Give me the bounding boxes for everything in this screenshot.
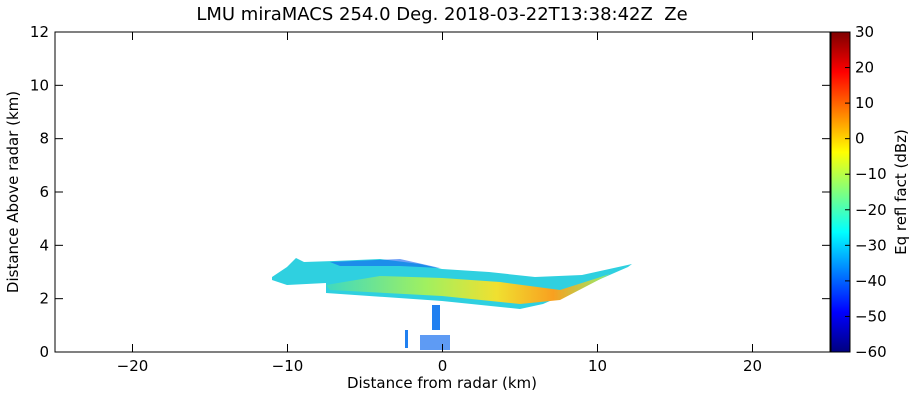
echo bbox=[272, 258, 632, 350]
echo-top bbox=[330, 259, 440, 268]
echo-speck bbox=[420, 335, 450, 350]
colorbar-tick-label: −60 bbox=[855, 343, 887, 361]
colorbar-tick-label: −40 bbox=[855, 272, 887, 290]
chart-title: LMU miraMACS 254.0 Deg. 2018-03-22T13:38… bbox=[196, 4, 687, 25]
x-tick-label: −10 bbox=[272, 357, 304, 375]
y-tick-label: 0 bbox=[39, 343, 49, 361]
colorbar-tick-label: −30 bbox=[855, 236, 887, 254]
x-tick-label: 20 bbox=[743, 357, 762, 375]
colorbar-tick-label: −10 bbox=[855, 165, 887, 183]
colorbar-tick-label: 10 bbox=[855, 94, 874, 112]
echo-core bbox=[326, 274, 610, 304]
x-tick-label: 0 bbox=[438, 357, 448, 375]
x-axis-label: Distance from radar (km) bbox=[347, 374, 537, 392]
colorbar-label: Eq refl fact (dBz) bbox=[892, 129, 910, 255]
colorbar-tick-label: −20 bbox=[855, 201, 887, 219]
colorbar-tick-label: 20 bbox=[855, 59, 874, 77]
colorbar-tick-label: −50 bbox=[855, 307, 887, 325]
x-tick-label: −20 bbox=[117, 357, 149, 375]
y-tick-label: 10 bbox=[30, 76, 49, 94]
y-tick-label: 12 bbox=[30, 23, 49, 41]
x-tick-label: 10 bbox=[588, 357, 607, 375]
colorbar-tick-label: 0 bbox=[855, 130, 865, 148]
echo-speck bbox=[432, 305, 440, 330]
echo-speck bbox=[405, 330, 408, 348]
y-tick-label: 6 bbox=[39, 183, 49, 201]
y-tick-label: 8 bbox=[39, 130, 49, 148]
y-tick-label: 2 bbox=[39, 290, 49, 308]
colorbar bbox=[830, 31, 851, 353]
colorbar-tick-label: 30 bbox=[855, 23, 874, 41]
y-axis-label: Distance Above radar (km) bbox=[4, 91, 22, 293]
y-tick-label: 4 bbox=[39, 236, 49, 254]
plot-frame bbox=[54, 31, 831, 353]
